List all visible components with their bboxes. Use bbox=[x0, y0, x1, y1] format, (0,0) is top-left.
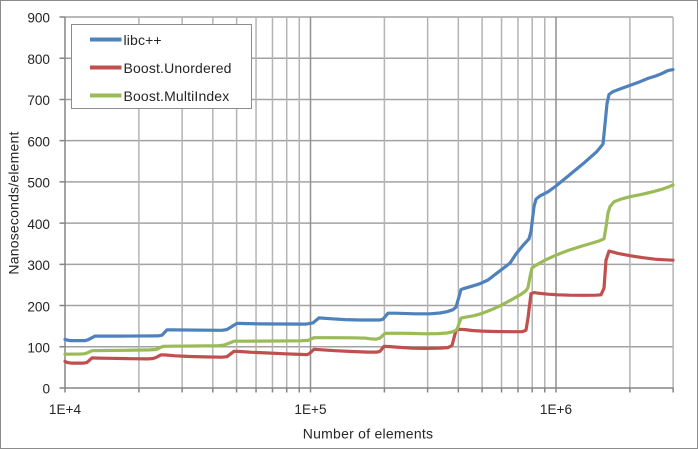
svg-text:900: 900 bbox=[27, 11, 50, 26]
svg-text:800: 800 bbox=[27, 52, 50, 67]
svg-text:500: 500 bbox=[27, 176, 50, 191]
svg-text:400: 400 bbox=[27, 217, 50, 232]
svg-text:300: 300 bbox=[27, 258, 50, 273]
svg-text:700: 700 bbox=[27, 93, 50, 108]
svg-text:0: 0 bbox=[42, 382, 50, 397]
svg-text:Boost.Unordered: Boost.Unordered bbox=[124, 60, 232, 76]
svg-text:100: 100 bbox=[27, 341, 50, 356]
svg-text:200: 200 bbox=[27, 299, 50, 314]
svg-text:Number of elements: Number of elements bbox=[303, 425, 434, 441]
svg-text:Boost.MultiIndex: Boost.MultiIndex bbox=[124, 88, 230, 104]
svg-text:1E+6: 1E+6 bbox=[540, 402, 572, 417]
svg-text:libc++: libc++ bbox=[124, 32, 162, 48]
svg-text:1E+4: 1E+4 bbox=[49, 402, 82, 417]
svg-text:1E+5: 1E+5 bbox=[294, 402, 326, 417]
svg-text:600: 600 bbox=[27, 134, 50, 149]
svg-text:Nanoseconds/element: Nanoseconds/element bbox=[6, 131, 22, 274]
